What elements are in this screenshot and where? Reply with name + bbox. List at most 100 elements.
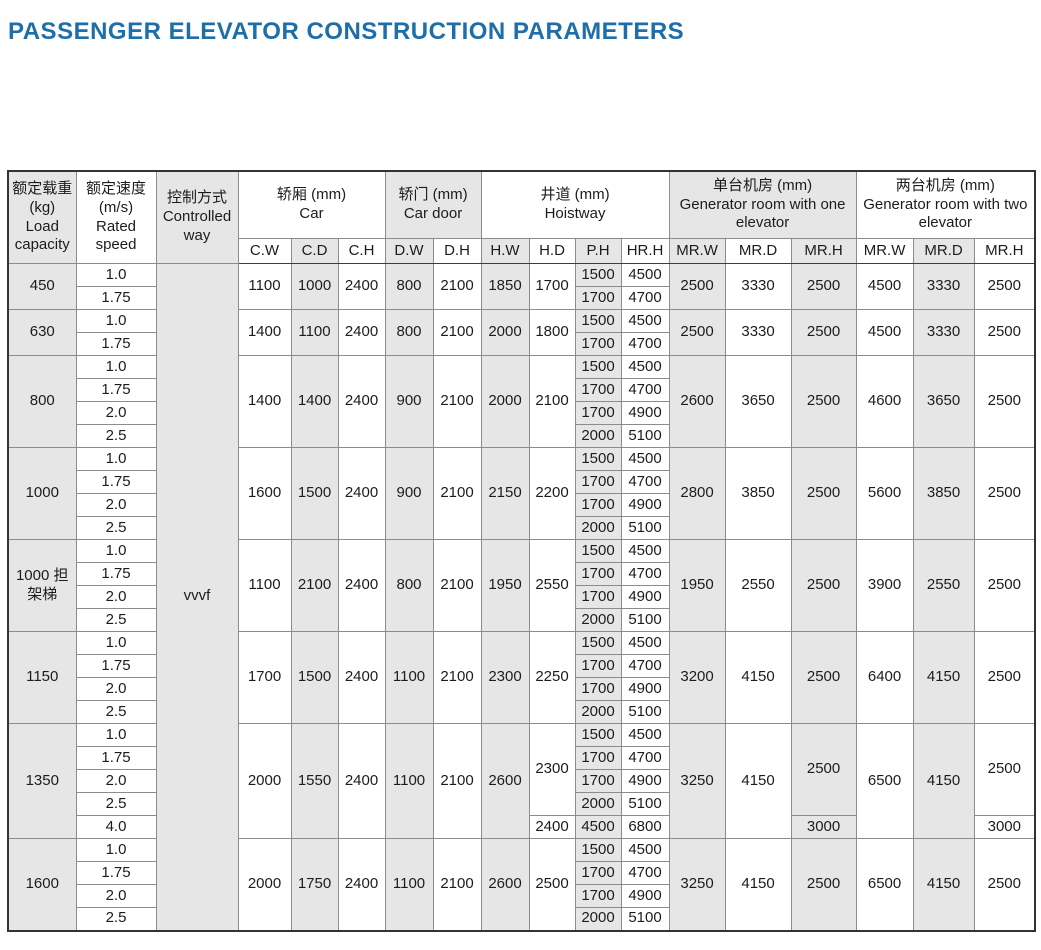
cell-mr1-height: 2500 [790, 263, 857, 310]
table-row: 1350 1.0 2000 1550 2400 1100 2100 2600 2300 1500 4… [7, 723, 1036, 839]
cell-pit-height: 1700 [574, 769, 622, 793]
table-row: 1.75 1700 4700 [8, 654, 1035, 678]
cell-rated-speed: 2.0 [75, 884, 157, 908]
table-row: 2.5 2000 5100 [8, 516, 1035, 540]
cell-door-width: 900 [384, 447, 434, 540]
cell-mr1-width: 3250 [668, 838, 726, 931]
cell-hoistway-width: 1950 [480, 539, 530, 632]
header-sub-row: C.W C.D C.H D.W D.H H.W H.D P.H HR.H MR.… [8, 238, 1036, 264]
table-row: 1000 1.0 1600 1500 2400 900 2100 2150 2200 1500 45… [7, 447, 1036, 540]
cell-car-width: 2000 [237, 723, 292, 839]
cell-headroom-height: 4500 [620, 539, 670, 563]
cell-rated-speed: 1.75 [75, 332, 157, 356]
col-header-mr1-w: MR.W [668, 238, 726, 264]
cell-car-height: 2400 [337, 263, 386, 310]
cell-hoistway-depth: 1700 [528, 263, 576, 310]
cell-load-capacity: 450 [7, 263, 77, 310]
col-group-hoistway: 井道 (mm) Hoistway [480, 170, 670, 239]
cell-headroom-height: 4500 [620, 263, 670, 287]
cell-hoistway-width: 2000 [480, 309, 530, 356]
cell-load-capacity: 800 [7, 355, 77, 448]
cell-headroom-height: 4900 [620, 493, 670, 517]
cell-rated-speed: 1.75 [75, 286, 157, 310]
cell-rated-speed: 2.5 [75, 907, 157, 931]
cell-rated-speed: 1.0 [75, 447, 157, 471]
table-row: 1.75 1700 4700 [8, 470, 1035, 494]
cell-rated-speed: 2.0 [75, 677, 157, 701]
col-header-hrh: HR.H [620, 238, 670, 264]
cell-headroom-height: 4700 [620, 378, 670, 402]
table-row: 2.0 1700 4900 [8, 585, 1035, 609]
cell-car-width: 1400 [237, 355, 292, 448]
hoistway-header-zh: 井道 (mm) [540, 186, 610, 204]
cell-car-depth: 1550 [290, 723, 339, 839]
cell-hoistway-depth: 1800 [528, 309, 576, 356]
cell-mr2-height: 2500 [973, 263, 1036, 310]
page-title: PASSENGER ELEVATOR CONSTRUCTION PARAMETE… [8, 18, 685, 46]
cell-headroom-height: 4700 [620, 286, 670, 310]
cell-door-width: 1100 [384, 723, 434, 839]
col-header-mr1-h: MR.H [790, 238, 857, 264]
cell-mr1-depth: 3650 [724, 355, 792, 448]
cell-headroom-height: 5100 [620, 608, 670, 632]
cell-mr2-width: 4600 [855, 355, 914, 448]
cell-pit-height: 1700 [574, 493, 622, 517]
cell-mr2-width: 4500 [855, 263, 914, 310]
table-row: 1.75 1700 4700 [8, 562, 1035, 586]
mr1-header-en: Generator room with one elevator [679, 195, 846, 232]
cell-mr1-height: 2500 [790, 838, 857, 931]
cell-rated-speed: 1.0 [75, 838, 157, 862]
cell-pit-height: 1500 [574, 309, 622, 333]
cell-headroom-height: 4700 [620, 332, 670, 356]
cell-pit-height: 2000 [574, 700, 622, 724]
col-header-mr2-d: MR.D [912, 238, 975, 264]
table-row: 4.0 2400 4500 6800 3000 3000 [8, 815, 1036, 839]
cell-headroom-height: 6800 [620, 815, 670, 839]
cell-pit-height: 2000 [574, 907, 622, 931]
cell-pit-height: 1700 [574, 401, 622, 425]
col-header-load-capacity: 额定载重 (kg) Load capacity [7, 170, 77, 264]
cell-headroom-height: 4500 [620, 723, 670, 747]
cell-pit-height: 4500 [574, 815, 622, 839]
col-header-ph: P.H [574, 238, 622, 264]
hoistway-header-en: Hoistway [544, 205, 606, 222]
cell-pit-height: 1700 [574, 654, 622, 678]
cell-car-depth: 2100 [290, 539, 339, 632]
table-row: 1.75 1700 4700 [8, 861, 1035, 885]
cell-rated-speed: 1.75 [75, 746, 157, 770]
cell-load-capacity: 1600 [7, 838, 77, 931]
cell-mr1-height: 2500 [790, 539, 857, 632]
table-row: 2.5 2000 5100 [8, 907, 1035, 931]
cell-door-height: 2100 [432, 309, 482, 356]
cell-mr2-width: 4500 [855, 309, 914, 356]
cell-headroom-height: 4700 [620, 861, 670, 885]
cell-mr1-height: 2500 [790, 723, 857, 816]
col-group-machine-room-one: 单台机房 (mm) Generator room with one elevat… [668, 170, 857, 239]
car-header-en: Car [299, 205, 324, 222]
parameters-table: 额定载重 (kg) Load capacity 额定速度 (m/s) Rated… [7, 170, 1037, 932]
cell-headroom-height: 4500 [620, 838, 670, 862]
cell-rated-speed: 1.75 [75, 562, 157, 586]
cell-mr2-height: 2500 [973, 355, 1036, 448]
cell-headroom-height: 5100 [620, 424, 670, 448]
cell-mr2-depth: 4150 [912, 723, 975, 839]
cell-mr1-depth: 4150 [724, 838, 792, 931]
table-row: 1600 1.0 2000 1750 2400 1100 2100 2600 2500 1500 4… [7, 838, 1036, 931]
cell-rated-speed: 1.75 [75, 470, 157, 494]
cell-rated-speed: 1.75 [75, 861, 157, 885]
cell-door-height: 2100 [432, 263, 482, 310]
cell-car-depth: 1000 [290, 263, 339, 310]
cell-door-height: 2100 [432, 723, 482, 839]
cell-mr2-depth: 3850 [912, 447, 975, 540]
cell-mr2-width: 3900 [855, 539, 914, 632]
cell-mr2-height: 2500 [973, 838, 1036, 931]
cell-mr1-depth: 4150 [724, 631, 792, 724]
cell-mr2-height: 2500 [973, 539, 1036, 632]
cell-pit-height: 1700 [574, 332, 622, 356]
cell-pit-height: 1700 [574, 470, 622, 494]
cell-mr1-depth: 3330 [724, 263, 792, 310]
cell-pit-height: 1500 [574, 838, 622, 862]
cell-hoistway-depth: 2200 [528, 447, 576, 540]
cell-rated-speed: 1.0 [75, 539, 157, 563]
cell-headroom-height: 5100 [620, 907, 670, 931]
